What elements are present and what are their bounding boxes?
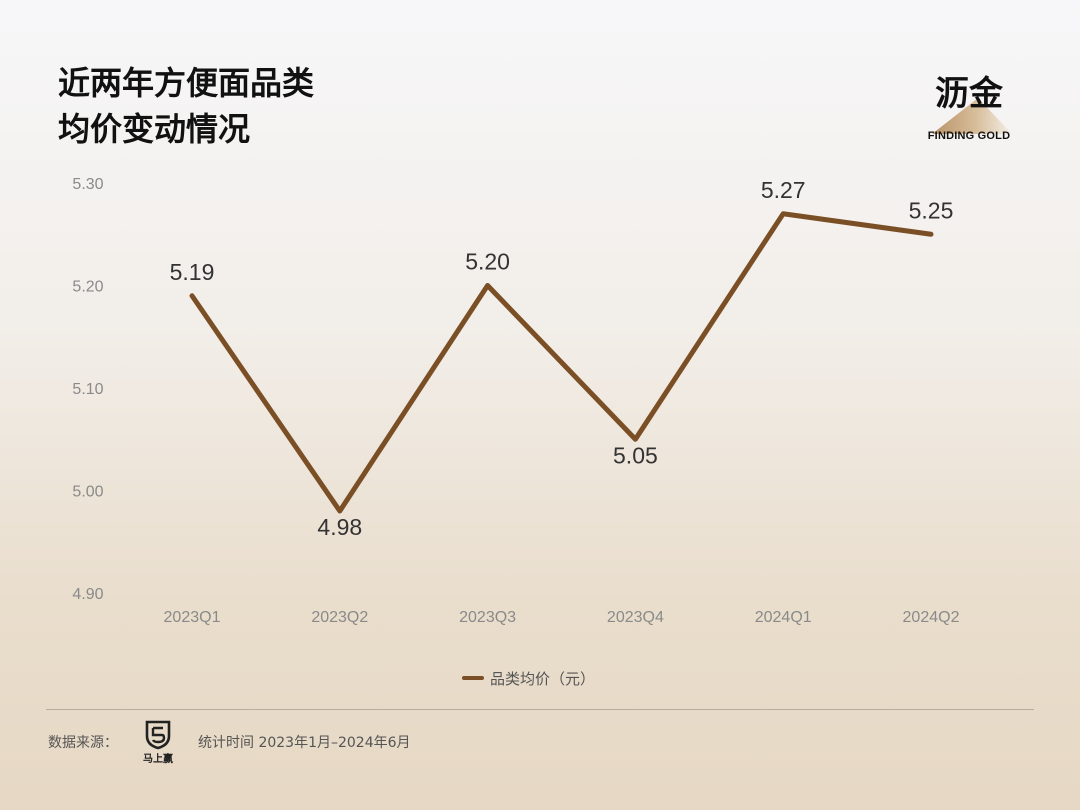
line-chart: 5.305.205.105.004.90 2023Q1 2023Q2 2023Q3 2…	[72, 176, 960, 626]
y-tick-label: 4.90	[72, 586, 103, 603]
y-axis: 5.30 5.20 5.10 5.00 4.90	[72, 176, 103, 603]
y-tick-label: 5.20	[72, 279, 103, 296]
source-logo-text: 马上赢	[143, 754, 173, 765]
y-tick-label: 5.30	[72, 176, 103, 193]
statistics-period: 统计时间 2023年1月–2024年6月	[198, 735, 411, 751]
plot-area: 5.19 4.98 5.20 5.05 5.27 5.25	[170, 177, 954, 540]
x-axis: 2023Q1 2023Q2 2023Q3 2023Q4 2024Q1 2024Q2	[164, 609, 960, 626]
y-tick-label: 5.00	[72, 484, 103, 501]
legend-label: 品类均价（元）	[490, 669, 596, 688]
data-label: 5.25	[909, 197, 954, 223]
source-logo: 马上赢	[140, 720, 176, 766]
x-tick-label: 2023Q2	[311, 609, 368, 626]
data-label: 4.98	[317, 514, 362, 540]
y-tick-label: 5.10	[72, 381, 103, 398]
footer-divider	[46, 709, 1034, 710]
page-title: 近两年方便面品类 均价变动情况	[58, 60, 314, 152]
data-label: 5.20	[465, 249, 510, 275]
data-label: 5.27	[761, 177, 806, 203]
series-line	[189, 211, 934, 514]
shield-icon	[145, 720, 171, 750]
title-line-2: 均价变动情况	[58, 110, 251, 148]
brand-name-en: FINDING GOLD	[927, 130, 1011, 142]
x-tick-label: 2023Q4	[607, 609, 664, 626]
legend-swatch	[462, 676, 484, 680]
brand-logo: 沥金 FINDING GOLD	[924, 66, 1020, 146]
x-tick-label: 2023Q3	[459, 609, 516, 626]
data-label: 5.05	[613, 442, 658, 468]
x-tick-label: 2024Q1	[755, 609, 812, 626]
x-tick-label: 2023Q1	[164, 609, 221, 626]
data-label: 5.19	[170, 259, 215, 285]
title-line-1: 近两年方便面品类	[58, 64, 315, 102]
legend: 品类均价（元）	[462, 666, 595, 690]
brand-name-cn: 沥金	[935, 74, 1003, 114]
mountain-icon	[932, 98, 1012, 134]
source-label: 数据来源：	[48, 735, 118, 751]
x-tick-label: 2024Q2	[903, 609, 960, 626]
